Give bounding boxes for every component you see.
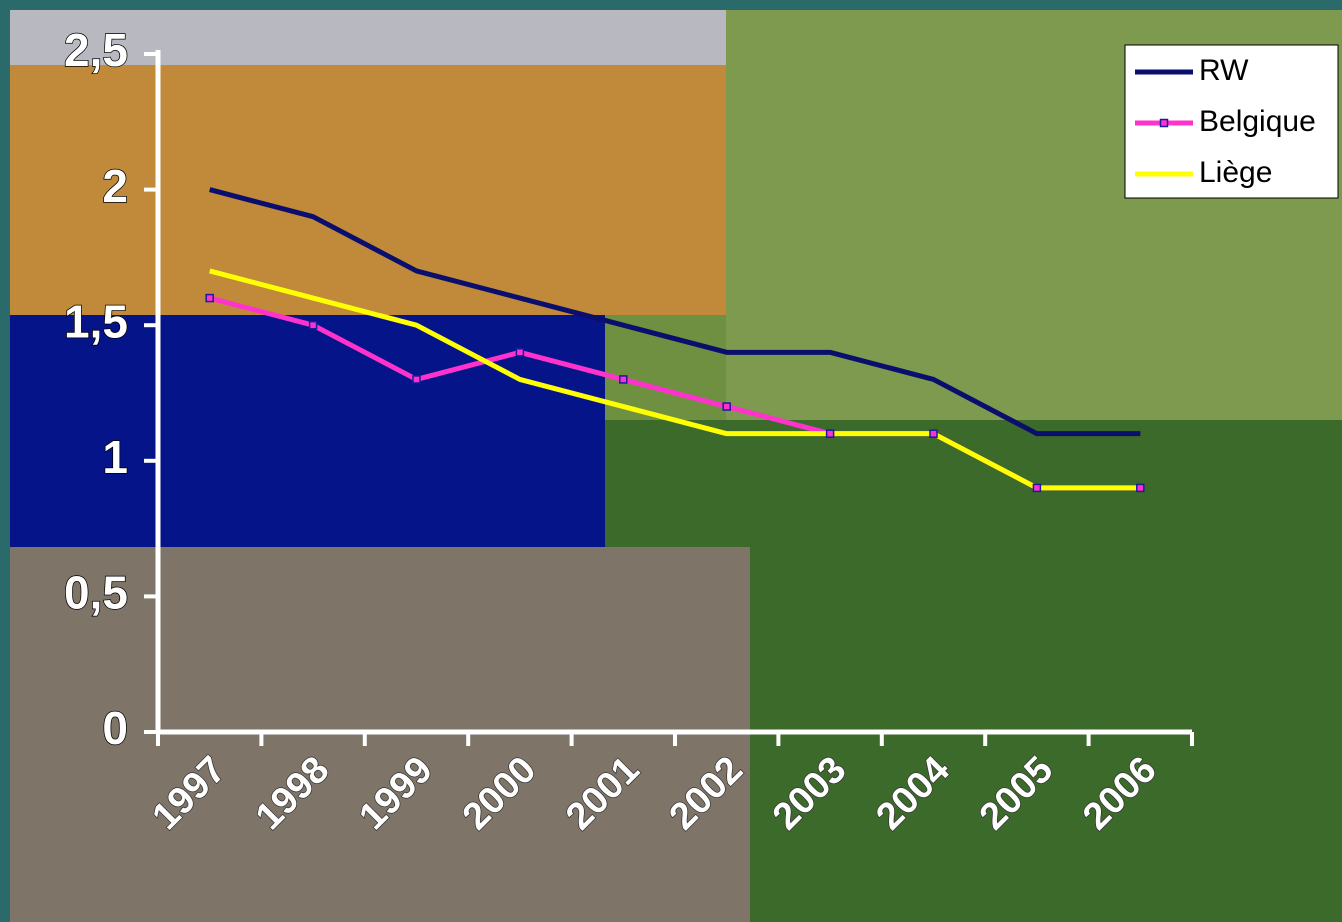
y-tick-label: 0,5	[64, 567, 128, 619]
point-marker	[929, 429, 938, 438]
point-marker	[1136, 483, 1145, 493]
point-marker	[308, 320, 318, 330]
point-marker	[412, 375, 421, 384]
point-marker	[205, 293, 214, 303]
legend-label: Belgique	[1199, 105, 1316, 138]
wheat-sky	[10, 10, 726, 65]
y-tick-label: 1,5	[64, 295, 128, 347]
y-tick-label: 1	[102, 431, 128, 483]
y-tick-label: 2,5	[64, 24, 128, 76]
series-line	[209, 187, 1141, 437]
point-marker	[1032, 483, 1042, 493]
y-tick-label: 2	[102, 160, 128, 212]
series-line	[209, 268, 1141, 491]
point-marker	[515, 348, 525, 357]
legend-label: RW	[1199, 54, 1249, 87]
legend-label: Liège	[1199, 156, 1272, 189]
point-marker	[722, 402, 731, 411]
point-marker	[619, 375, 628, 384]
y-tick-label: 0	[102, 702, 128, 754]
point-marker	[825, 429, 835, 438]
legend-marker	[1159, 118, 1169, 128]
